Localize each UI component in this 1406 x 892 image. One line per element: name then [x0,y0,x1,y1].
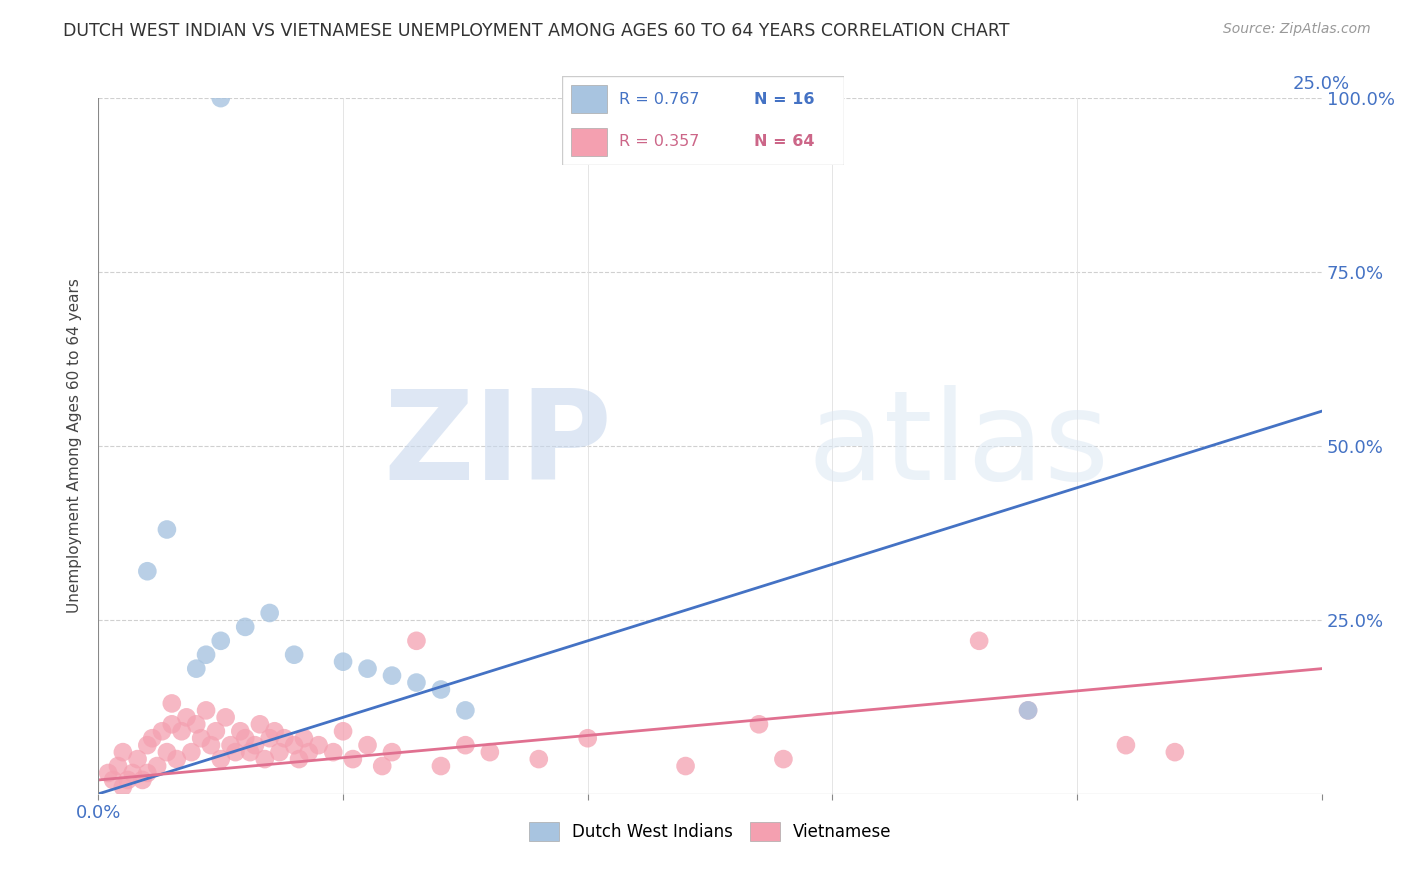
Point [381,745,404,759]
Point [748,717,770,731]
Point [200,738,222,752]
Point [131,772,153,787]
Text: atlas: atlas [808,385,1109,507]
Point [1115,738,1137,752]
Point [127,752,149,766]
Point [967,633,990,648]
Point [186,662,208,676]
Text: Source: ZipAtlas.com: Source: ZipAtlas.com [1223,22,1371,37]
FancyBboxPatch shape [571,128,607,156]
Point [322,745,344,759]
Text: R = 0.767: R = 0.767 [619,92,699,106]
Point [141,731,163,746]
Point [107,759,129,773]
Point [233,620,256,634]
Point [166,752,188,766]
Point [478,745,501,759]
Point [675,759,697,773]
Point [298,745,321,759]
Point [239,745,262,759]
Point [195,648,218,662]
Point [243,738,266,752]
Text: ZIP: ZIP [384,385,612,507]
Text: N = 64: N = 64 [754,135,814,149]
Point [342,752,364,766]
Point [224,745,246,759]
Point [136,564,159,578]
Point [136,766,159,780]
FancyBboxPatch shape [571,85,607,113]
Point [308,738,330,752]
Point [156,523,179,537]
Point [97,766,120,780]
Point [405,633,427,648]
Point [249,717,271,731]
Point [259,731,281,746]
Point [111,745,134,759]
Text: N = 16: N = 16 [754,92,814,106]
Point [176,710,198,724]
Point [454,738,477,752]
Point [146,759,169,773]
Point [332,724,354,739]
Point [209,633,232,648]
Point [170,724,193,739]
Point [430,682,453,697]
Point [381,668,404,682]
Point [772,752,794,766]
Point [430,759,453,773]
Point [288,752,311,766]
Point [233,731,256,746]
Point [356,738,378,752]
Legend: Dutch West Indians, Vietnamese: Dutch West Indians, Vietnamese [522,815,898,848]
Point [527,752,550,766]
Point [356,662,378,676]
Point [156,745,179,759]
Point [292,731,315,746]
Point [576,731,599,746]
Point [195,703,218,717]
Point [190,731,212,746]
Point [283,738,305,752]
Point [160,697,183,711]
Point [160,717,183,731]
Point [209,752,232,766]
Point [332,655,354,669]
Point [269,745,291,759]
Text: DUTCH WEST INDIAN VS VIETNAMESE UNEMPLOYMENT AMONG AGES 60 TO 64 YEARS CORRELATI: DUTCH WEST INDIAN VS VIETNAMESE UNEMPLOY… [63,22,1010,40]
Point [283,648,305,662]
FancyBboxPatch shape [562,76,844,165]
Point [229,724,252,739]
Point [371,759,394,773]
Point [180,745,202,759]
Point [121,766,143,780]
Point [150,724,173,739]
Point [209,91,232,105]
Point [259,606,281,620]
Point [253,752,276,766]
Point [214,710,236,724]
Point [273,731,295,746]
Point [454,703,477,717]
Point [136,738,159,752]
Point [101,772,124,787]
Point [219,738,242,752]
Point [111,780,134,794]
Point [1164,745,1187,759]
Point [405,675,427,690]
Y-axis label: Unemployment Among Ages 60 to 64 years: Unemployment Among Ages 60 to 64 years [67,278,83,614]
Point [1017,703,1039,717]
Point [1017,703,1039,717]
Point [186,717,208,731]
Point [263,724,285,739]
Point [205,724,228,739]
Point [117,772,139,787]
Text: R = 0.357: R = 0.357 [619,135,699,149]
